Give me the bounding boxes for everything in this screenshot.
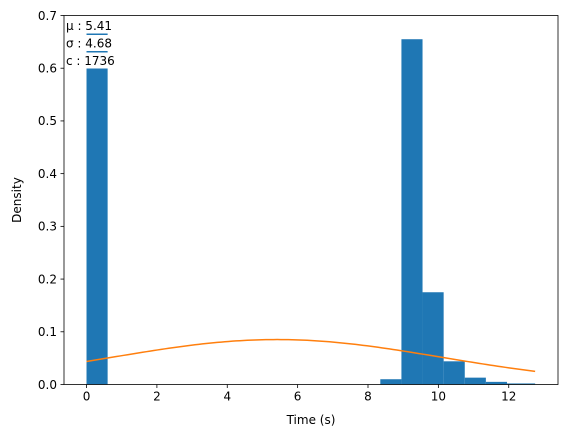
histogram-bar-6	[485, 381, 507, 385]
x-tick-label-6: 12	[501, 390, 516, 404]
histogram-bar-0	[86, 32, 108, 385]
x-tick-label-0: 0	[83, 390, 91, 404]
x-tick-label-2: 4	[223, 390, 231, 404]
count-annotation-box	[65, 52, 128, 69]
y-tick-label-2: 0.2	[38, 272, 57, 286]
y-axis-ticks: 0.0 0.1 0.2 0.3 0.4 0.5 0.6 0.7	[38, 9, 64, 392]
x-tick-label-1: 2	[153, 390, 161, 404]
normal-fit-curve	[86, 338, 536, 373]
x-axis-label: Time (s)	[286, 413, 336, 427]
x-tick-label-5: 10	[431, 390, 446, 404]
y-tick-label-5: 0.5	[38, 114, 57, 128]
histogram-bar-7	[506, 383, 536, 385]
y-tick-label-3: 0.3	[38, 220, 57, 234]
y-tick-label-6: 0.6	[38, 62, 57, 76]
stats-annotations: μ : 5.41 σ : 4.68 c : 1736	[65, 17, 128, 69]
histogram-bar-5	[464, 377, 486, 385]
histogram-bar-1	[380, 379, 402, 385]
mu-annotation: μ : 5.41	[66, 19, 112, 33]
x-tick-label-4: 8	[364, 390, 372, 404]
count-annotation: c : 1736	[66, 54, 115, 68]
plot-frame	[63, 15, 559, 385]
y-tick-label-0: 0.0	[38, 378, 57, 392]
x-tick-label-3: 6	[294, 390, 302, 404]
y-tick-label-4: 0.4	[38, 167, 57, 181]
histogram-bar-4	[443, 361, 465, 385]
sigma-annotation-box	[65, 35, 128, 51]
y-tick-label-1: 0.1	[38, 325, 57, 339]
y-tick-label-7: 0.7	[38, 9, 57, 23]
histogram-bar-3	[422, 292, 444, 385]
y-axis-label: Density	[10, 177, 24, 223]
x-axis-ticks: 0 2 4 6 8 10 12	[83, 384, 516, 404]
histogram-bar-2	[401, 39, 423, 385]
histogram-bars	[86, 32, 536, 385]
mu-annotation-box	[65, 17, 128, 34]
sigma-annotation: σ : 4.68	[66, 37, 112, 51]
